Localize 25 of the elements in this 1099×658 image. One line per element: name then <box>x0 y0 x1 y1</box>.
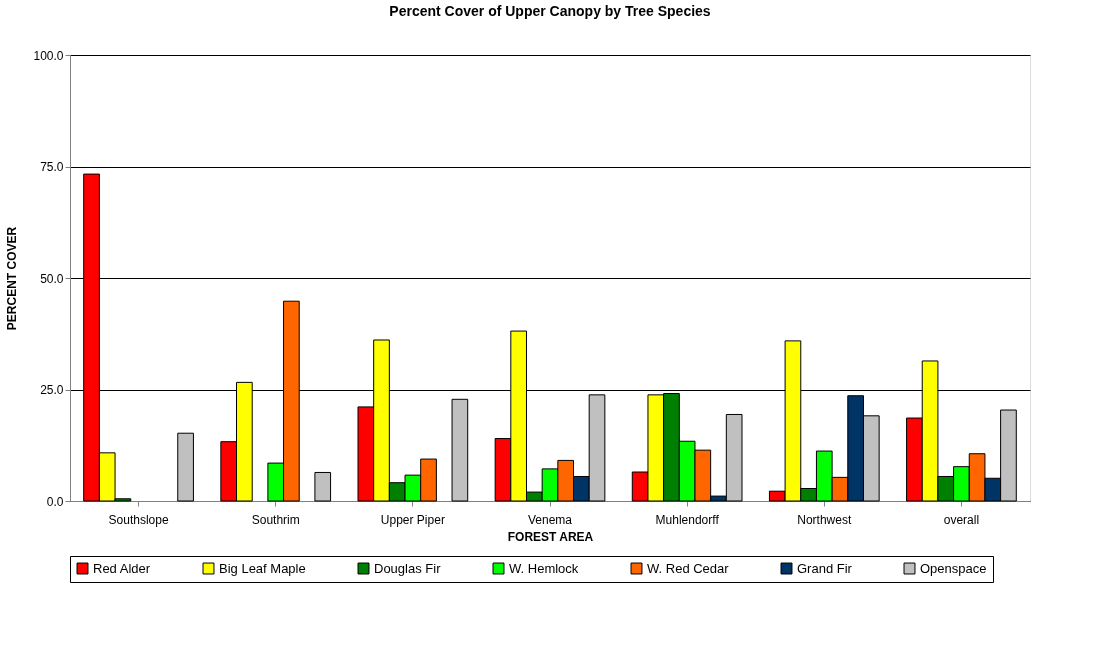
x-tick-label: Northwest <box>797 512 852 527</box>
bar <box>451 398 469 502</box>
x-tick-label: Muhlendorff <box>655 512 720 527</box>
x-axis-title: FOREST AREA <box>507 529 594 544</box>
bar <box>177 432 194 502</box>
y-tick-label: 100.0 <box>33 48 64 63</box>
legend-label: W. Red Cedar <box>647 560 730 576</box>
legend-label: Openspace <box>920 560 987 576</box>
x-tick-label: Upper Piper <box>380 512 445 527</box>
bar <box>314 471 332 502</box>
y-axis-title: PERCENT COVER <box>5 226 20 331</box>
x-tick-label: Southslope <box>108 512 169 527</box>
y-tick-label: 0.0 <box>46 494 64 509</box>
legend-label: Grand Fir <box>797 560 853 576</box>
y-tick-label: 50.0 <box>40 271 64 286</box>
y-tick-label: 75.0 <box>40 160 64 174</box>
y-tick-label: 25.0 <box>40 383 64 397</box>
legend-label: Big Leaf Maple <box>219 560 306 576</box>
x-tick-label: Southrim <box>251 512 300 527</box>
legend-label: Red Alder <box>93 560 151 576</box>
chart-title: Percent Cover of Upper Canopy by Tree Species <box>389 3 711 19</box>
legend-label: W. Hemlock <box>509 560 579 576</box>
x-tick-label: overall <box>943 512 980 527</box>
legend-label: Douglas Fir <box>374 560 442 576</box>
x-tick-label: Venema <box>527 512 573 527</box>
